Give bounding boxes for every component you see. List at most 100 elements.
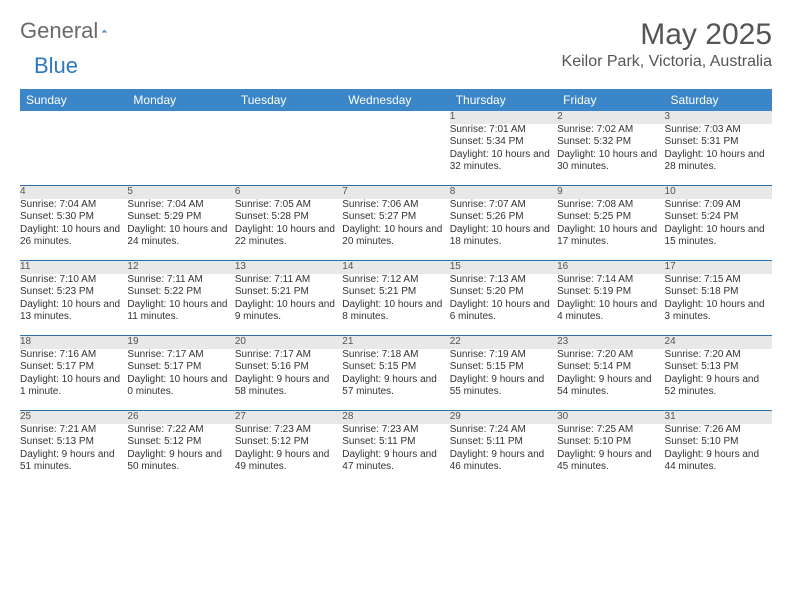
sunset-line: Sunset: 5:13 PM — [665, 361, 772, 374]
daylight-line: Daylight: 10 hours and 13 minutes. — [20, 299, 127, 324]
location: Keilor Park, Victoria, Australia — [562, 53, 772, 71]
day-data-cell: Sunrise: 7:01 AMSunset: 5:34 PMDaylight:… — [450, 124, 557, 186]
day-data-cell: Sunrise: 7:08 AMSunset: 5:25 PMDaylight:… — [557, 199, 664, 261]
sunset-line: Sunset: 5:26 PM — [450, 211, 557, 224]
sunset-line: Sunset: 5:32 PM — [557, 136, 664, 149]
day-number-cell: 3 — [665, 111, 772, 124]
day-number-cell: 11 — [20, 261, 127, 274]
day-data-cell: Sunrise: 7:22 AMSunset: 5:12 PMDaylight:… — [127, 424, 234, 486]
day-number-cell: 17 — [665, 261, 772, 274]
daylight-line: Daylight: 9 hours and 58 minutes. — [235, 374, 342, 399]
day-number-cell — [127, 111, 234, 124]
sunset-line: Sunset: 5:16 PM — [235, 361, 342, 374]
sunrise-line: Sunrise: 7:02 AM — [557, 124, 664, 137]
daylight-line: Daylight: 10 hours and 24 minutes. — [127, 224, 234, 249]
daylight-line: Daylight: 9 hours and 57 minutes. — [342, 374, 449, 399]
day-data-cell: Sunrise: 7:07 AMSunset: 5:26 PMDaylight:… — [450, 199, 557, 261]
weekday-header: Sunday — [20, 89, 127, 111]
day-number-cell: 25 — [20, 411, 127, 424]
day-number-cell — [20, 111, 127, 124]
daylight-line: Daylight: 10 hours and 11 minutes. — [127, 299, 234, 324]
sunset-line: Sunset: 5:14 PM — [557, 361, 664, 374]
weekday-header-row: Sunday Monday Tuesday Wednesday Thursday… — [20, 89, 772, 111]
day-number-cell: 19 — [127, 336, 234, 349]
daylight-line: Daylight: 9 hours and 52 minutes. — [665, 374, 772, 399]
daylight-line: Daylight: 9 hours and 50 minutes. — [127, 449, 234, 474]
day-data-cell: Sunrise: 7:20 AMSunset: 5:14 PMDaylight:… — [557, 349, 664, 411]
sunrise-line: Sunrise: 7:24 AM — [450, 424, 557, 437]
calendar-table: Sunday Monday Tuesday Wednesday Thursday… — [20, 89, 772, 486]
sunrise-line: Sunrise: 7:15 AM — [665, 274, 772, 287]
day-data-cell: Sunrise: 7:20 AMSunset: 5:13 PMDaylight:… — [665, 349, 772, 411]
sunset-line: Sunset: 5:15 PM — [450, 361, 557, 374]
day-data-cell: Sunrise: 7:11 AMSunset: 5:22 PMDaylight:… — [127, 274, 234, 336]
sunrise-line: Sunrise: 7:20 AM — [557, 349, 664, 362]
sunrise-line: Sunrise: 7:18 AM — [342, 349, 449, 362]
day-number-cell: 1 — [450, 111, 557, 124]
day-number-cell: 28 — [342, 411, 449, 424]
sunrise-line: Sunrise: 7:22 AM — [127, 424, 234, 437]
sunrise-line: Sunrise: 7:09 AM — [665, 199, 772, 212]
daylight-line: Daylight: 10 hours and 3 minutes. — [665, 299, 772, 324]
day-number-cell: 15 — [450, 261, 557, 274]
sunrise-line: Sunrise: 7:13 AM — [450, 274, 557, 287]
daylight-line: Daylight: 10 hours and 6 minutes. — [450, 299, 557, 324]
daylight-line: Daylight: 10 hours and 18 minutes. — [450, 224, 557, 249]
sunrise-line: Sunrise: 7:08 AM — [557, 199, 664, 212]
day-number-cell: 8 — [450, 186, 557, 199]
day-number-cell: 31 — [665, 411, 772, 424]
day-number-cell: 29 — [450, 411, 557, 424]
day-data-cell: Sunrise: 7:10 AMSunset: 5:23 PMDaylight:… — [20, 274, 127, 336]
sunset-line: Sunset: 5:21 PM — [342, 286, 449, 299]
day-data-cell: Sunrise: 7:11 AMSunset: 5:21 PMDaylight:… — [235, 274, 342, 336]
sunset-line: Sunset: 5:10 PM — [557, 436, 664, 449]
sunrise-line: Sunrise: 7:17 AM — [127, 349, 234, 362]
sunrise-line: Sunrise: 7:10 AM — [20, 274, 127, 287]
day-number-cell: 6 — [235, 186, 342, 199]
day-number-cell: 23 — [557, 336, 664, 349]
daylight-line: Daylight: 10 hours and 32 minutes. — [450, 149, 557, 174]
sunrise-line: Sunrise: 7:04 AM — [20, 199, 127, 212]
daylight-line: Daylight: 9 hours and 54 minutes. — [557, 374, 664, 399]
sunrise-line: Sunrise: 7:07 AM — [450, 199, 557, 212]
day-number-row: 25262728293031 — [20, 411, 772, 424]
day-number-row: 123 — [20, 111, 772, 124]
weekday-header: Wednesday — [342, 89, 449, 111]
page-title: May 2025 — [562, 18, 772, 51]
sunrise-line: Sunrise: 7:17 AM — [235, 349, 342, 362]
day-number-cell — [235, 111, 342, 124]
daylight-line: Daylight: 10 hours and 15 minutes. — [665, 224, 772, 249]
sunset-line: Sunset: 5:23 PM — [20, 286, 127, 299]
day-number-cell: 14 — [342, 261, 449, 274]
weekday-header: Friday — [557, 89, 664, 111]
day-number-cell: 4 — [20, 186, 127, 199]
day-number-cell: 5 — [127, 186, 234, 199]
day-number-cell: 16 — [557, 261, 664, 274]
sunset-line: Sunset: 5:27 PM — [342, 211, 449, 224]
sunset-line: Sunset: 5:15 PM — [342, 361, 449, 374]
weekday-header: Saturday — [665, 89, 772, 111]
sunrise-line: Sunrise: 7:04 AM — [127, 199, 234, 212]
daylight-line: Daylight: 10 hours and 26 minutes. — [20, 224, 127, 249]
sunset-line: Sunset: 5:19 PM — [557, 286, 664, 299]
sunset-line: Sunset: 5:17 PM — [127, 361, 234, 374]
day-number-cell: 7 — [342, 186, 449, 199]
day-number-cell: 10 — [665, 186, 772, 199]
day-number-cell: 20 — [235, 336, 342, 349]
daylight-line: Daylight: 9 hours and 55 minutes. — [450, 374, 557, 399]
day-data-cell: Sunrise: 7:18 AMSunset: 5:15 PMDaylight:… — [342, 349, 449, 411]
sunrise-line: Sunrise: 7:03 AM — [665, 124, 772, 137]
sunset-line: Sunset: 5:22 PM — [127, 286, 234, 299]
day-number-row: 45678910 — [20, 186, 772, 199]
day-data-cell: Sunrise: 7:05 AMSunset: 5:28 PMDaylight:… — [235, 199, 342, 261]
sunrise-line: Sunrise: 7:16 AM — [20, 349, 127, 362]
daylight-line: Daylight: 10 hours and 1 minute. — [20, 374, 127, 399]
day-number-cell: 22 — [450, 336, 557, 349]
day-data-cell: Sunrise: 7:04 AMSunset: 5:29 PMDaylight:… — [127, 199, 234, 261]
day-data-cell — [235, 124, 342, 186]
day-data-cell: Sunrise: 7:17 AMSunset: 5:16 PMDaylight:… — [235, 349, 342, 411]
day-number-cell: 27 — [235, 411, 342, 424]
day-data-cell: Sunrise: 7:09 AMSunset: 5:24 PMDaylight:… — [665, 199, 772, 261]
day-number-cell: 26 — [127, 411, 234, 424]
title-block: May 2025 Keilor Park, Victoria, Australi… — [562, 18, 772, 71]
